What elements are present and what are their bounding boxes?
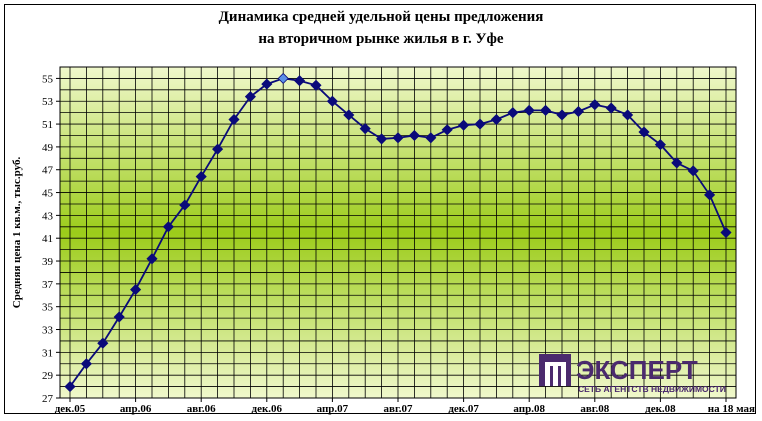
y-tick-label: 55 [42,73,54,85]
logo-name: ЭКСПЕРТ [576,355,698,385]
x-tick-label: апр.07 [317,403,349,415]
data-point [704,189,716,201]
data-point [326,95,338,107]
data-point [212,143,224,155]
data-point [589,99,601,111]
data-point [277,72,289,84]
data-point [441,124,453,136]
data-point [556,109,568,121]
data-point [540,104,552,116]
x-tick-label: апр.06 [120,403,152,415]
x-tick-label: апр.08 [513,403,545,415]
y-axis-ticks: 27 29 31 33 35 37 39 41 43 45 47 49 51 53 55 [42,73,60,405]
y-tick-label: 31 [42,347,53,359]
data-point [654,139,666,151]
data-point [294,75,306,87]
x-tick-label: авг.08 [580,403,609,415]
x-tick-label: на 18 мая [708,403,755,415]
data-point [622,109,634,121]
data-point [671,157,683,169]
data-point [507,107,519,119]
data-point [425,132,437,144]
data-point [113,311,125,323]
data-point [64,381,76,393]
data-point [146,253,158,265]
data-point [392,132,404,144]
data-point [376,133,388,145]
data-point [310,79,322,91]
y-axis-label: Средняя цена 1 кв.м., тыс.руб. [11,157,23,309]
data-point [162,221,174,233]
y-tick-label: 27 [42,393,54,405]
data-point [605,102,617,114]
data-point [408,129,420,142]
y-tick-label: 47 [42,165,54,177]
data-point [97,337,109,349]
data-point [80,358,92,370]
y-tick-label: 51 [42,119,53,131]
chart-title-line-1: Динамика средней удельной цены предложен… [218,9,544,25]
x-tick-label: дек.07 [448,403,479,415]
data-point [490,113,502,126]
y-tick-label: 45 [42,188,54,200]
data-point [261,78,273,90]
data-point [195,171,207,183]
x-axis-ticks: дек.05 апр.06 авг.06 дек.06 апр.07 авг.07 дек.… [55,398,755,415]
data-point [572,105,584,118]
y-tick-label: 39 [42,256,54,268]
data-point [244,91,256,103]
data-point [179,199,191,211]
data-point [359,123,371,135]
chart-title-line-2: на вторичном рынке жилья в г. Уфе [258,31,504,47]
y-tick-label: 29 [42,370,54,382]
x-tick-label: дек.05 [55,403,86,415]
data-point [474,118,486,130]
y-tick-label: 37 [42,279,54,291]
logo-tagline: СЕТЬ АГЕНТСТВ НЕДВИЖИМОСТИ [578,384,726,394]
x-tick-label: дек.06 [252,403,283,415]
y-tick-label: 49 [42,142,54,154]
data-point [523,104,535,116]
logo-mark [539,354,571,386]
data-point [343,109,355,121]
y-tick-label: 43 [42,210,54,222]
price-series [64,72,732,393]
logo: ЭКСПЕРТ СЕТЬ АГЕНТСТВ НЕДВИЖИМОСТИ [539,354,726,394]
data-point [458,119,470,131]
data-point [687,165,699,177]
x-tick-label: дек.08 [645,403,676,415]
y-tick-label: 33 [42,325,54,337]
y-tick-label: 35 [42,302,54,314]
data-point [720,226,732,239]
y-tick-label: 53 [42,96,54,108]
y-tick-label: 41 [42,233,53,245]
x-tick-label: авг.06 [187,403,216,415]
x-tick-label: авг.07 [384,403,413,415]
data-point [228,113,240,126]
data-point [638,126,650,138]
chart-title: Динамика средней удельной цены предложен… [0,6,762,50]
data-point [130,284,142,296]
